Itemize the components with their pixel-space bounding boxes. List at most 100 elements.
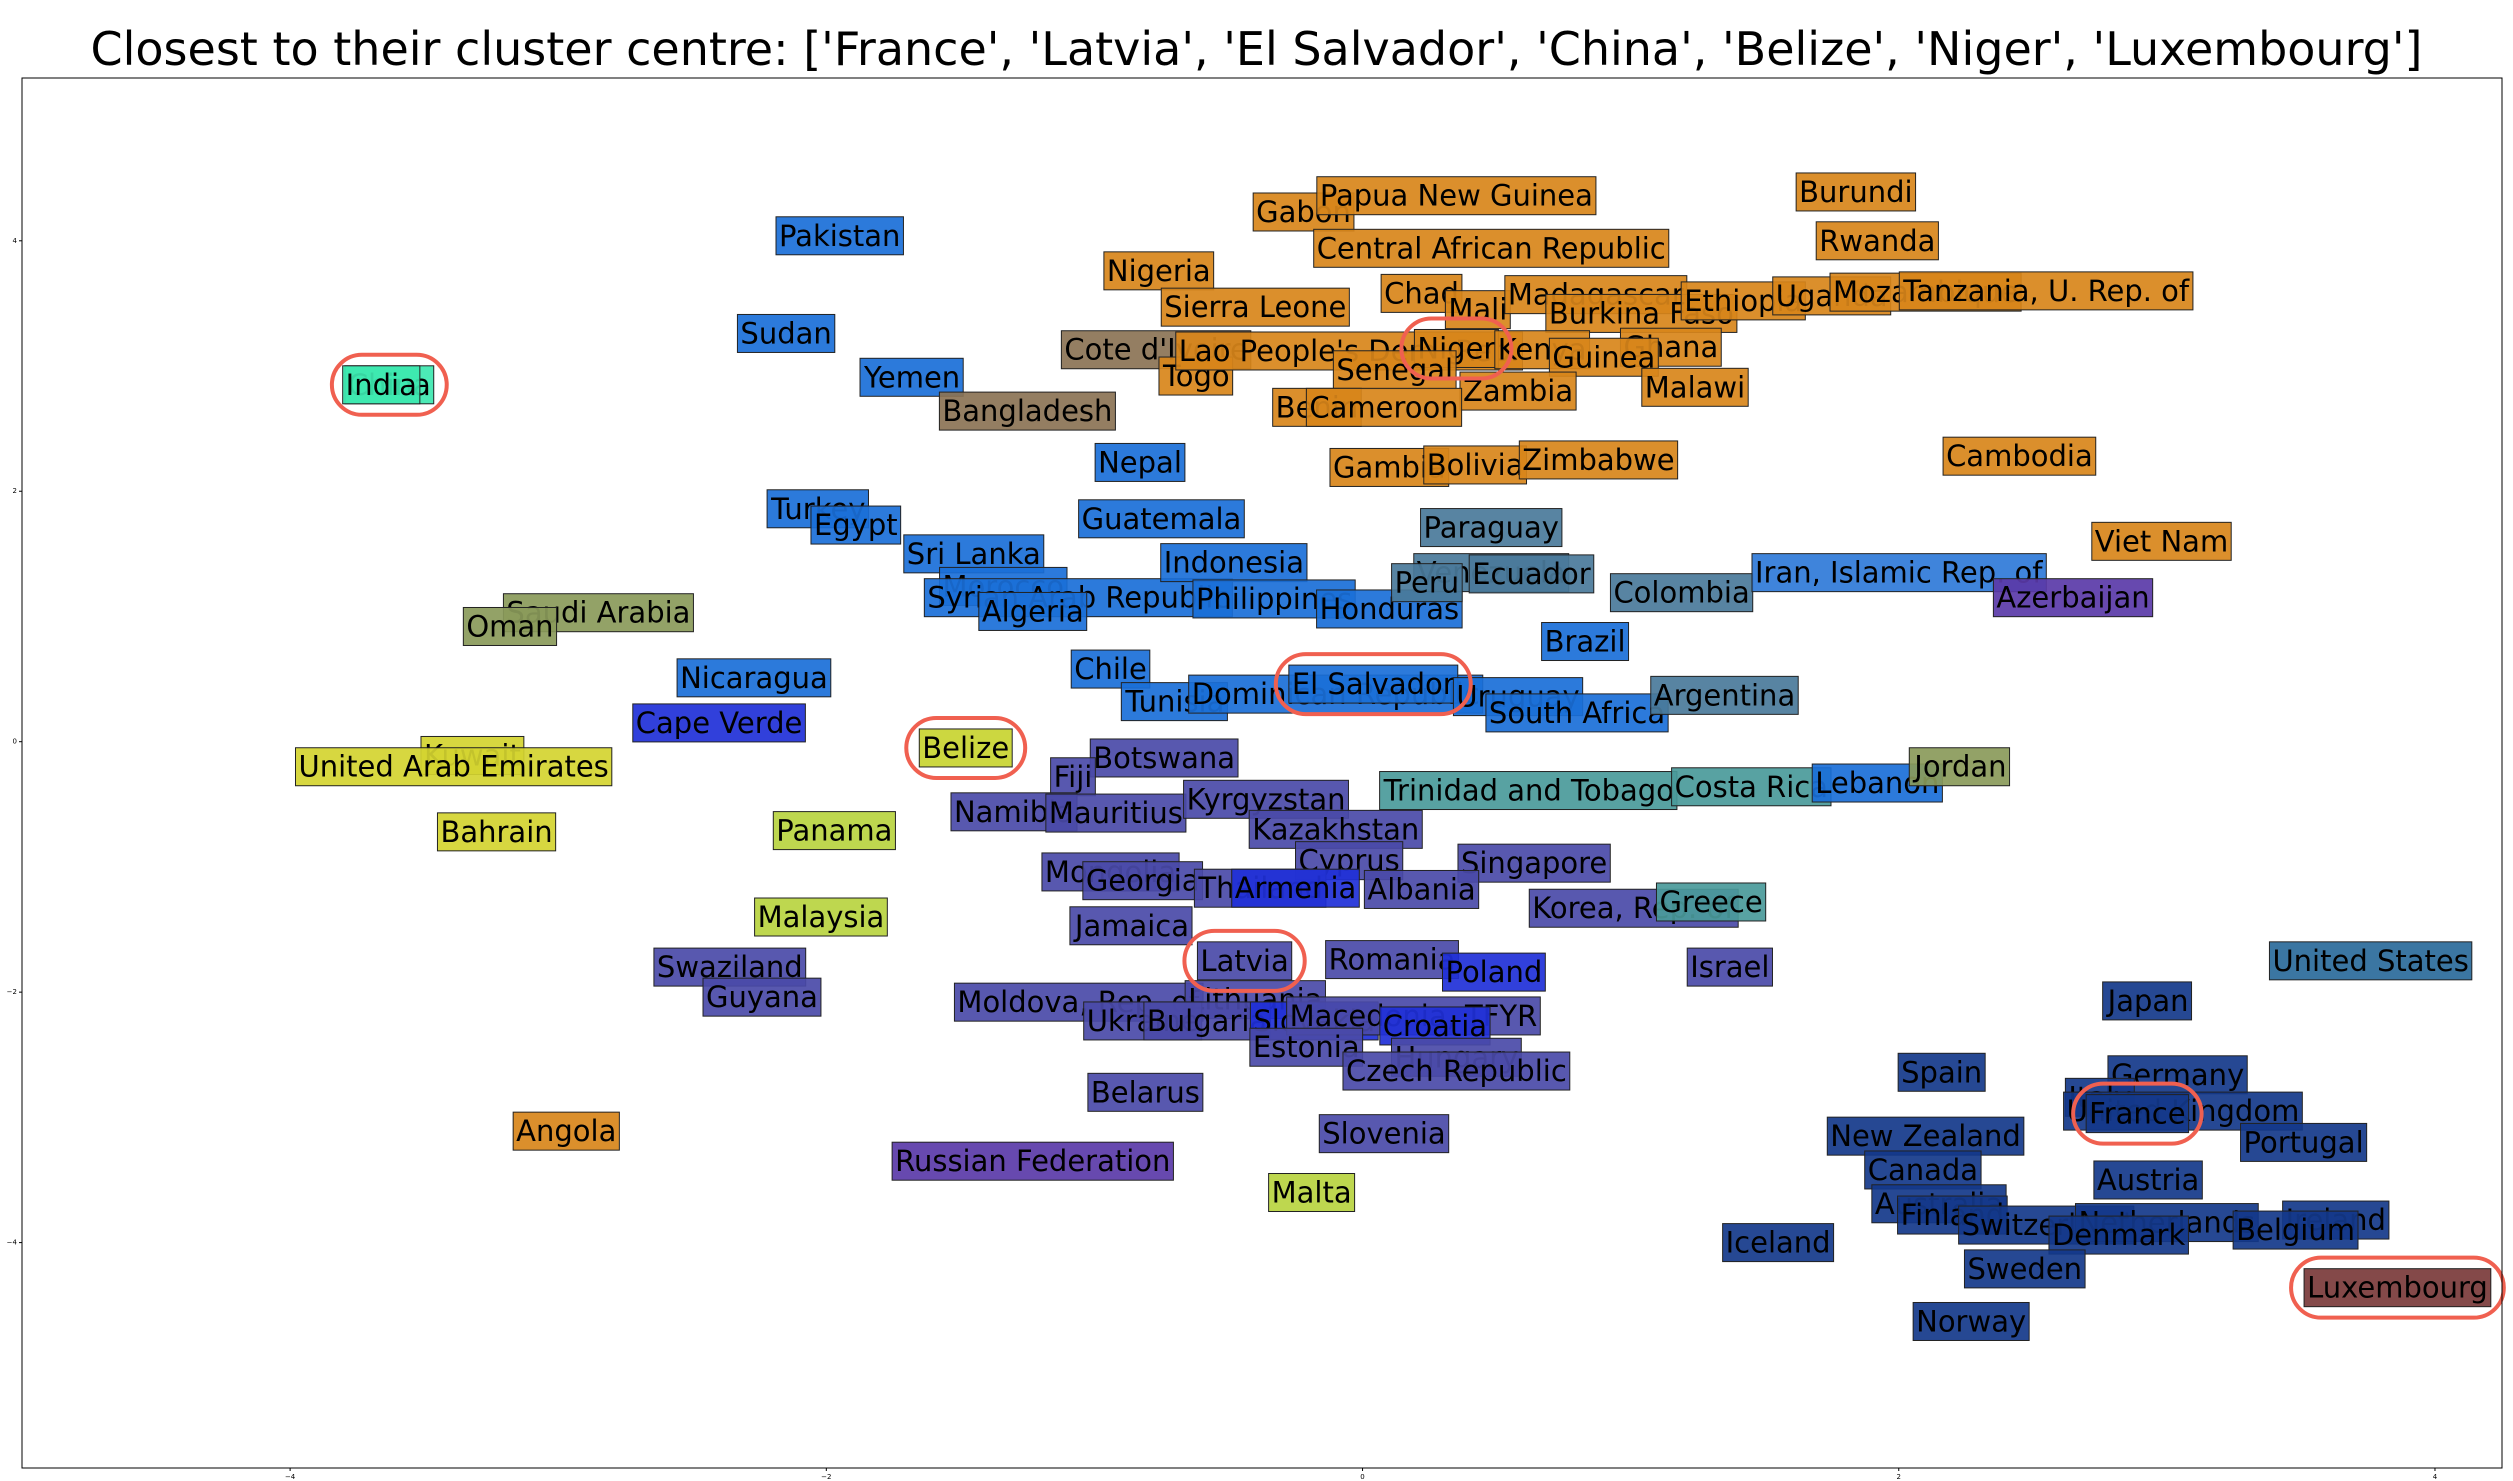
point-label: Argentina	[1654, 678, 1795, 712]
point-label: Portugal	[2244, 1125, 2364, 1159]
point-label: Kazakhstan	[1252, 812, 1419, 846]
point-box	[1089, 738, 1239, 778]
point-poland: Poland	[1441, 952, 1546, 992]
point-box	[1963, 1249, 2086, 1289]
point-box	[1305, 387, 1463, 427]
point-guinea: Guinea	[1548, 337, 1659, 377]
point-label: Bulgaria	[1147, 1004, 1267, 1038]
point-south-africa: South Africa	[1485, 693, 1669, 733]
point-box	[1231, 868, 1360, 908]
point-box	[1795, 172, 1917, 212]
y-tick-label: 2	[13, 487, 17, 495]
point-box	[1650, 675, 1799, 715]
point-box	[2085, 1094, 2190, 1134]
point-canada: Canada	[1864, 1150, 1982, 1190]
point-label: Panama	[776, 814, 892, 848]
point-box	[294, 747, 613, 787]
point-colombia: Colombia	[1609, 573, 1754, 613]
point-box	[1078, 499, 1245, 539]
point-label: Guyana	[706, 980, 818, 1014]
point-box	[342, 365, 421, 405]
point-pakistan: Pakistan	[775, 216, 904, 256]
point-box	[512, 1111, 620, 1151]
point-bahrain: Bahrain	[436, 812, 557, 852]
point-egypt: Egypt	[810, 505, 902, 545]
point-slovenia: Slovenia	[1318, 1114, 1450, 1154]
point-box	[891, 1141, 1174, 1181]
point-box	[754, 897, 888, 937]
x-tick-label: −2	[821, 1473, 831, 1481]
point-viet-nam: Viet Nam	[2091, 521, 2232, 561]
point-label: Pakistan	[779, 219, 900, 253]
point-label: Norway	[1916, 1304, 2026, 1338]
point-label: Albania	[1367, 872, 1475, 906]
point-zimbabwe: Zimbabwe	[1518, 440, 1679, 480]
point-box	[2240, 1122, 2368, 1162]
point-central-african-republic: Central African Republic	[1313, 228, 1670, 268]
chart-title: Closest to their cluster centre: ['Franc…	[90, 22, 2423, 76]
point-costa-rica: Costa Rica	[1671, 767, 1832, 807]
point-box	[1268, 1173, 1356, 1213]
point-box	[2091, 521, 2232, 561]
point-box	[1942, 436, 2097, 476]
point-portugal: Portugal	[2240, 1122, 2368, 1162]
point-label: Spain	[1901, 1055, 1982, 1089]
point-denmark: Denmark	[2048, 1215, 2189, 1255]
point-new-zealand: New Zealand	[1826, 1116, 2025, 1156]
highlight-ring-el-salvador	[1273, 652, 1473, 717]
point-label: Georgia	[1086, 864, 1200, 898]
point-greece: Greece	[1655, 882, 1767, 922]
point-peru: Peru	[1391, 563, 1463, 603]
y-tick-label: 4	[13, 237, 18, 245]
point-label: Israel	[1690, 950, 1769, 984]
point-label: Rwanda	[1819, 224, 1935, 258]
point-box	[1103, 251, 1215, 291]
point-cameroon: Cameroon	[1305, 387, 1463, 427]
point-singapore: Singapore	[1457, 843, 1611, 883]
highlight-ring-latvia	[1182, 928, 1307, 993]
point-box	[1342, 1051, 1571, 1091]
point-box	[1143, 1001, 1271, 1041]
point-botswana: Botswana	[1089, 738, 1239, 778]
point-rwanda: Rwanda	[1815, 221, 1939, 261]
point-sierra-leone: Sierra Leone	[1160, 287, 1350, 327]
point-label: Estonia	[1253, 1030, 1360, 1064]
point-el-salvador: El Salvador	[1288, 664, 1459, 704]
x-tick-label: 0	[1360, 1473, 1364, 1481]
point-box	[1423, 445, 1528, 485]
point-box	[1518, 440, 1679, 480]
point-guatemala: Guatemala	[1078, 499, 1245, 539]
point-label: Bolivia	[1427, 448, 1524, 482]
point-box	[736, 313, 836, 353]
point-box	[1316, 176, 1597, 216]
point-chile: Chile	[1070, 649, 1151, 689]
point-label: Indonesia	[1164, 546, 1304, 580]
point-label: Belgium	[2236, 1213, 2355, 1247]
point-ecuador: Ecuador	[1468, 554, 1595, 594]
point-label: Sri Lanka	[907, 537, 1041, 571]
point-box	[1541, 622, 1630, 662]
point-albania: Albania	[1363, 869, 1480, 909]
point-box	[1094, 442, 1186, 482]
point-label: Nepal	[1098, 445, 1182, 479]
point-label: Brazil	[1545, 625, 1626, 659]
point-label: Sweden	[1967, 1252, 2082, 1286]
point-russian-federation: Russian Federation	[891, 1141, 1174, 1181]
point-sweden: Sweden	[1963, 1249, 2086, 1289]
point-label: Peru	[1395, 566, 1460, 600]
point-indonesia: Indonesia	[1160, 543, 1308, 583]
point-box	[1332, 350, 1457, 390]
point-label: Greece	[1659, 885, 1762, 919]
point-label: Malawi	[1645, 370, 1745, 404]
point-label: Algeria	[982, 594, 1084, 628]
point-label: Burundi	[1799, 175, 1912, 209]
point-box	[1655, 882, 1767, 922]
point-box	[1082, 861, 1204, 901]
point-label: Luxembourg	[2307, 1271, 2488, 1305]
axes-layer: −4 −2 0 2 4 4 2 0 −2 −4	[7, 77, 2503, 1481]
point-box	[1671, 767, 1832, 807]
point-georgia: Georgia	[1082, 861, 1204, 901]
point-box	[2303, 1268, 2492, 1308]
point-label: Nicaragua	[680, 661, 828, 695]
